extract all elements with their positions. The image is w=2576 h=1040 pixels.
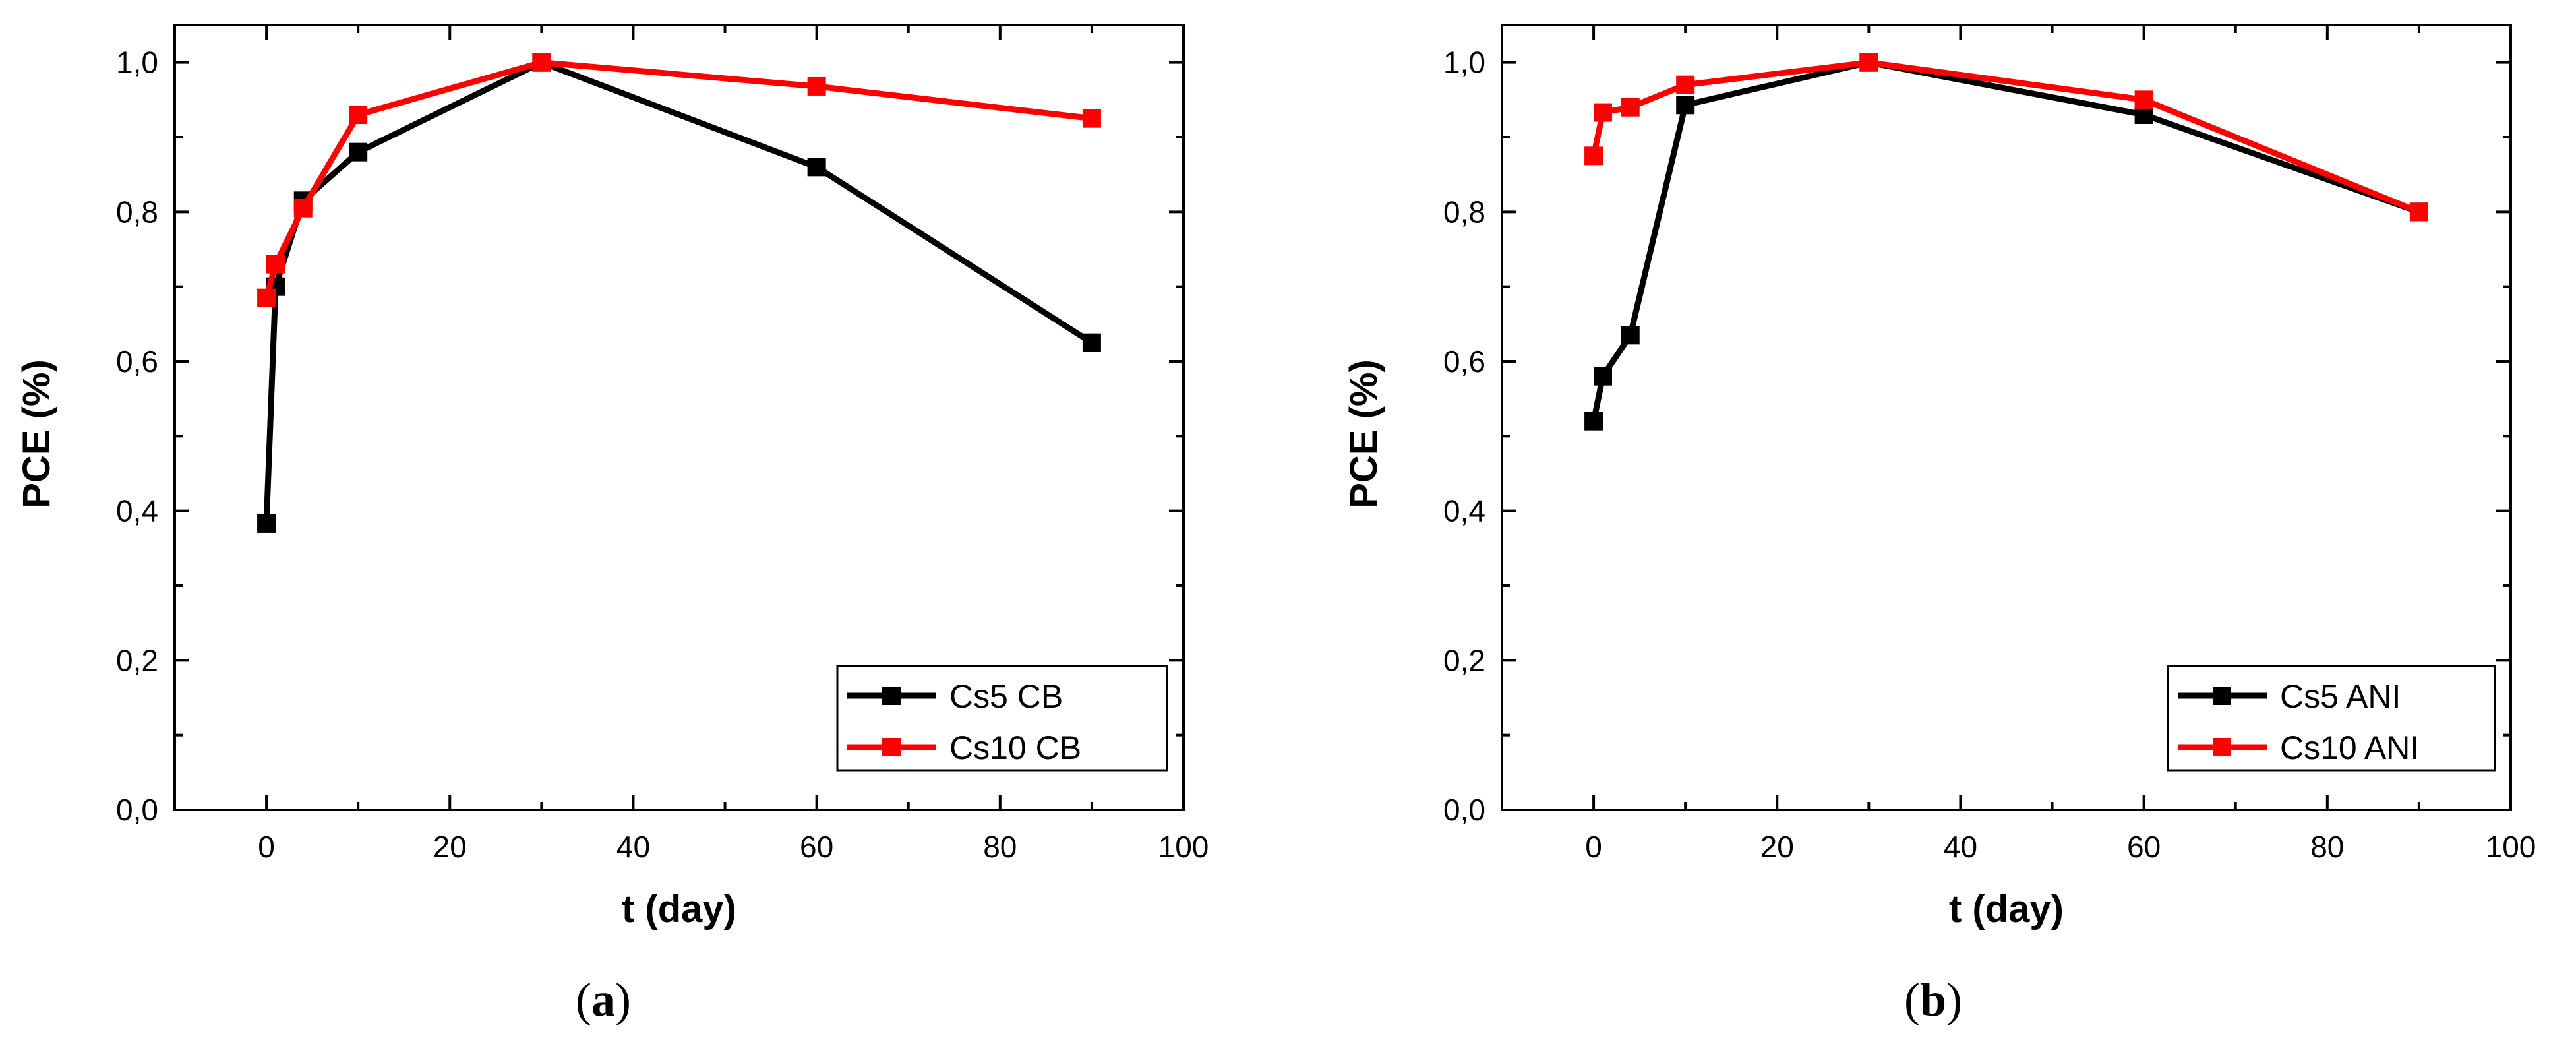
y-tick-label: 0,2 [116, 643, 158, 677]
data-point [349, 106, 368, 124]
x-axis-title: t (day) [1949, 888, 2064, 931]
chart-panel-b: 0 20 40 60 80 100 0,0 0,2 0,4 0,6 0,8 1,0 t (day) PCE… [1342, 24, 2536, 1026]
data-point [1621, 98, 1640, 117]
series-cs5-cb [257, 53, 1101, 533]
data-point [807, 158, 826, 177]
data-point [532, 53, 551, 72]
x-tick-label: 60 [2127, 830, 2161, 864]
y-tick-label: 0,8 [116, 195, 158, 229]
series-line [1590, 59, 2420, 215]
data-point [1676, 75, 1695, 94]
data-point [257, 514, 276, 533]
legend-marker [882, 687, 901, 705]
x-axis-title: t (day) [622, 888, 736, 931]
legend-marker [2213, 687, 2231, 705]
x-tick-label: 100 [2486, 830, 2536, 864]
data-point [2409, 202, 2428, 222]
data-point [1594, 103, 1612, 122]
data-point [1584, 412, 1603, 431]
panel-caption: (b) [1904, 973, 1962, 1026]
y-tick-label: 0,0 [116, 793, 158, 827]
series-cs10-ani [1584, 53, 2428, 222]
data-point [1676, 96, 1695, 115]
data-point [257, 288, 276, 307]
data-point [807, 76, 826, 96]
x-tick-label: 0 [258, 830, 275, 864]
x-tick-label: 20 [1760, 830, 1794, 864]
panel-caption: (a) [576, 973, 631, 1026]
data-point [1082, 333, 1101, 352]
data-point [1621, 326, 1640, 345]
legend-label: Cs10 CB [949, 729, 1081, 766]
plot-frame [1501, 24, 2512, 811]
y-axis-title: PCE (%) [15, 359, 58, 508]
x-tick-label: 80 [983, 830, 1017, 864]
y-tick-label: 0,4 [116, 494, 158, 528]
y-tick-label: 1,0 [1443, 46, 1485, 80]
x-tick-label: 80 [2310, 830, 2344, 864]
x-tick-label: 100 [1158, 830, 1209, 864]
caption-label: a [591, 973, 615, 1026]
data-point [1584, 146, 1603, 166]
caption-label: b [1920, 973, 1946, 1026]
x-tick-label: 0 [1585, 830, 1602, 864]
data-point [2134, 90, 2153, 109]
legend-marker [2213, 738, 2231, 756]
legend-label: Cs5 ANI [2280, 678, 2401, 715]
y-tick-label: 0,2 [1443, 643, 1485, 677]
series-cs10-cb [257, 53, 1101, 307]
x-tick-label: 40 [1944, 830, 1977, 864]
data-point [1082, 109, 1101, 128]
data-point [266, 255, 285, 274]
y-tick-label: 0,4 [1443, 494, 1485, 528]
legend: Cs5 ANI Cs10 ANI [2167, 665, 2496, 772]
y-tick-label: 1,0 [116, 46, 158, 80]
legend: Cs5 CB Cs10 CB [836, 665, 1168, 772]
caption-open-paren: ( [1904, 973, 1920, 1026]
data-point [293, 199, 313, 218]
y-axis-title: PCE (%) [1342, 359, 1385, 508]
y-tick-label: 0,6 [116, 344, 158, 379]
chart-panel-a: 0 20 40 60 80 100 0,0 0,2 0,4 0,6 0,8 1,0 t (day) PCE… [15, 24, 1209, 1026]
data-point [1594, 367, 1612, 386]
y-tick-label: 0,6 [1443, 344, 1485, 379]
y-tick-label: 0,0 [1443, 793, 1485, 827]
series-line [1590, 59, 2420, 422]
caption-open-paren: ( [576, 973, 591, 1026]
series-cs5-ani [1584, 53, 2428, 431]
x-tick-label: 60 [800, 830, 833, 864]
legend-label: Cs5 CB [949, 678, 1063, 715]
series-line [263, 59, 1094, 524]
legend-marker [882, 738, 901, 756]
x-tick-label: 40 [616, 830, 650, 864]
x-tick-label: 20 [433, 830, 467, 864]
data-point [1859, 53, 1878, 72]
plot-frame [173, 24, 1185, 811]
y-tick-label: 0,8 [1443, 195, 1485, 229]
caption-close-paren: ) [615, 973, 631, 1026]
legend-label: Cs10 ANI [2280, 729, 2419, 766]
data-point [349, 142, 368, 162]
caption-close-paren: ) [1946, 973, 1962, 1026]
